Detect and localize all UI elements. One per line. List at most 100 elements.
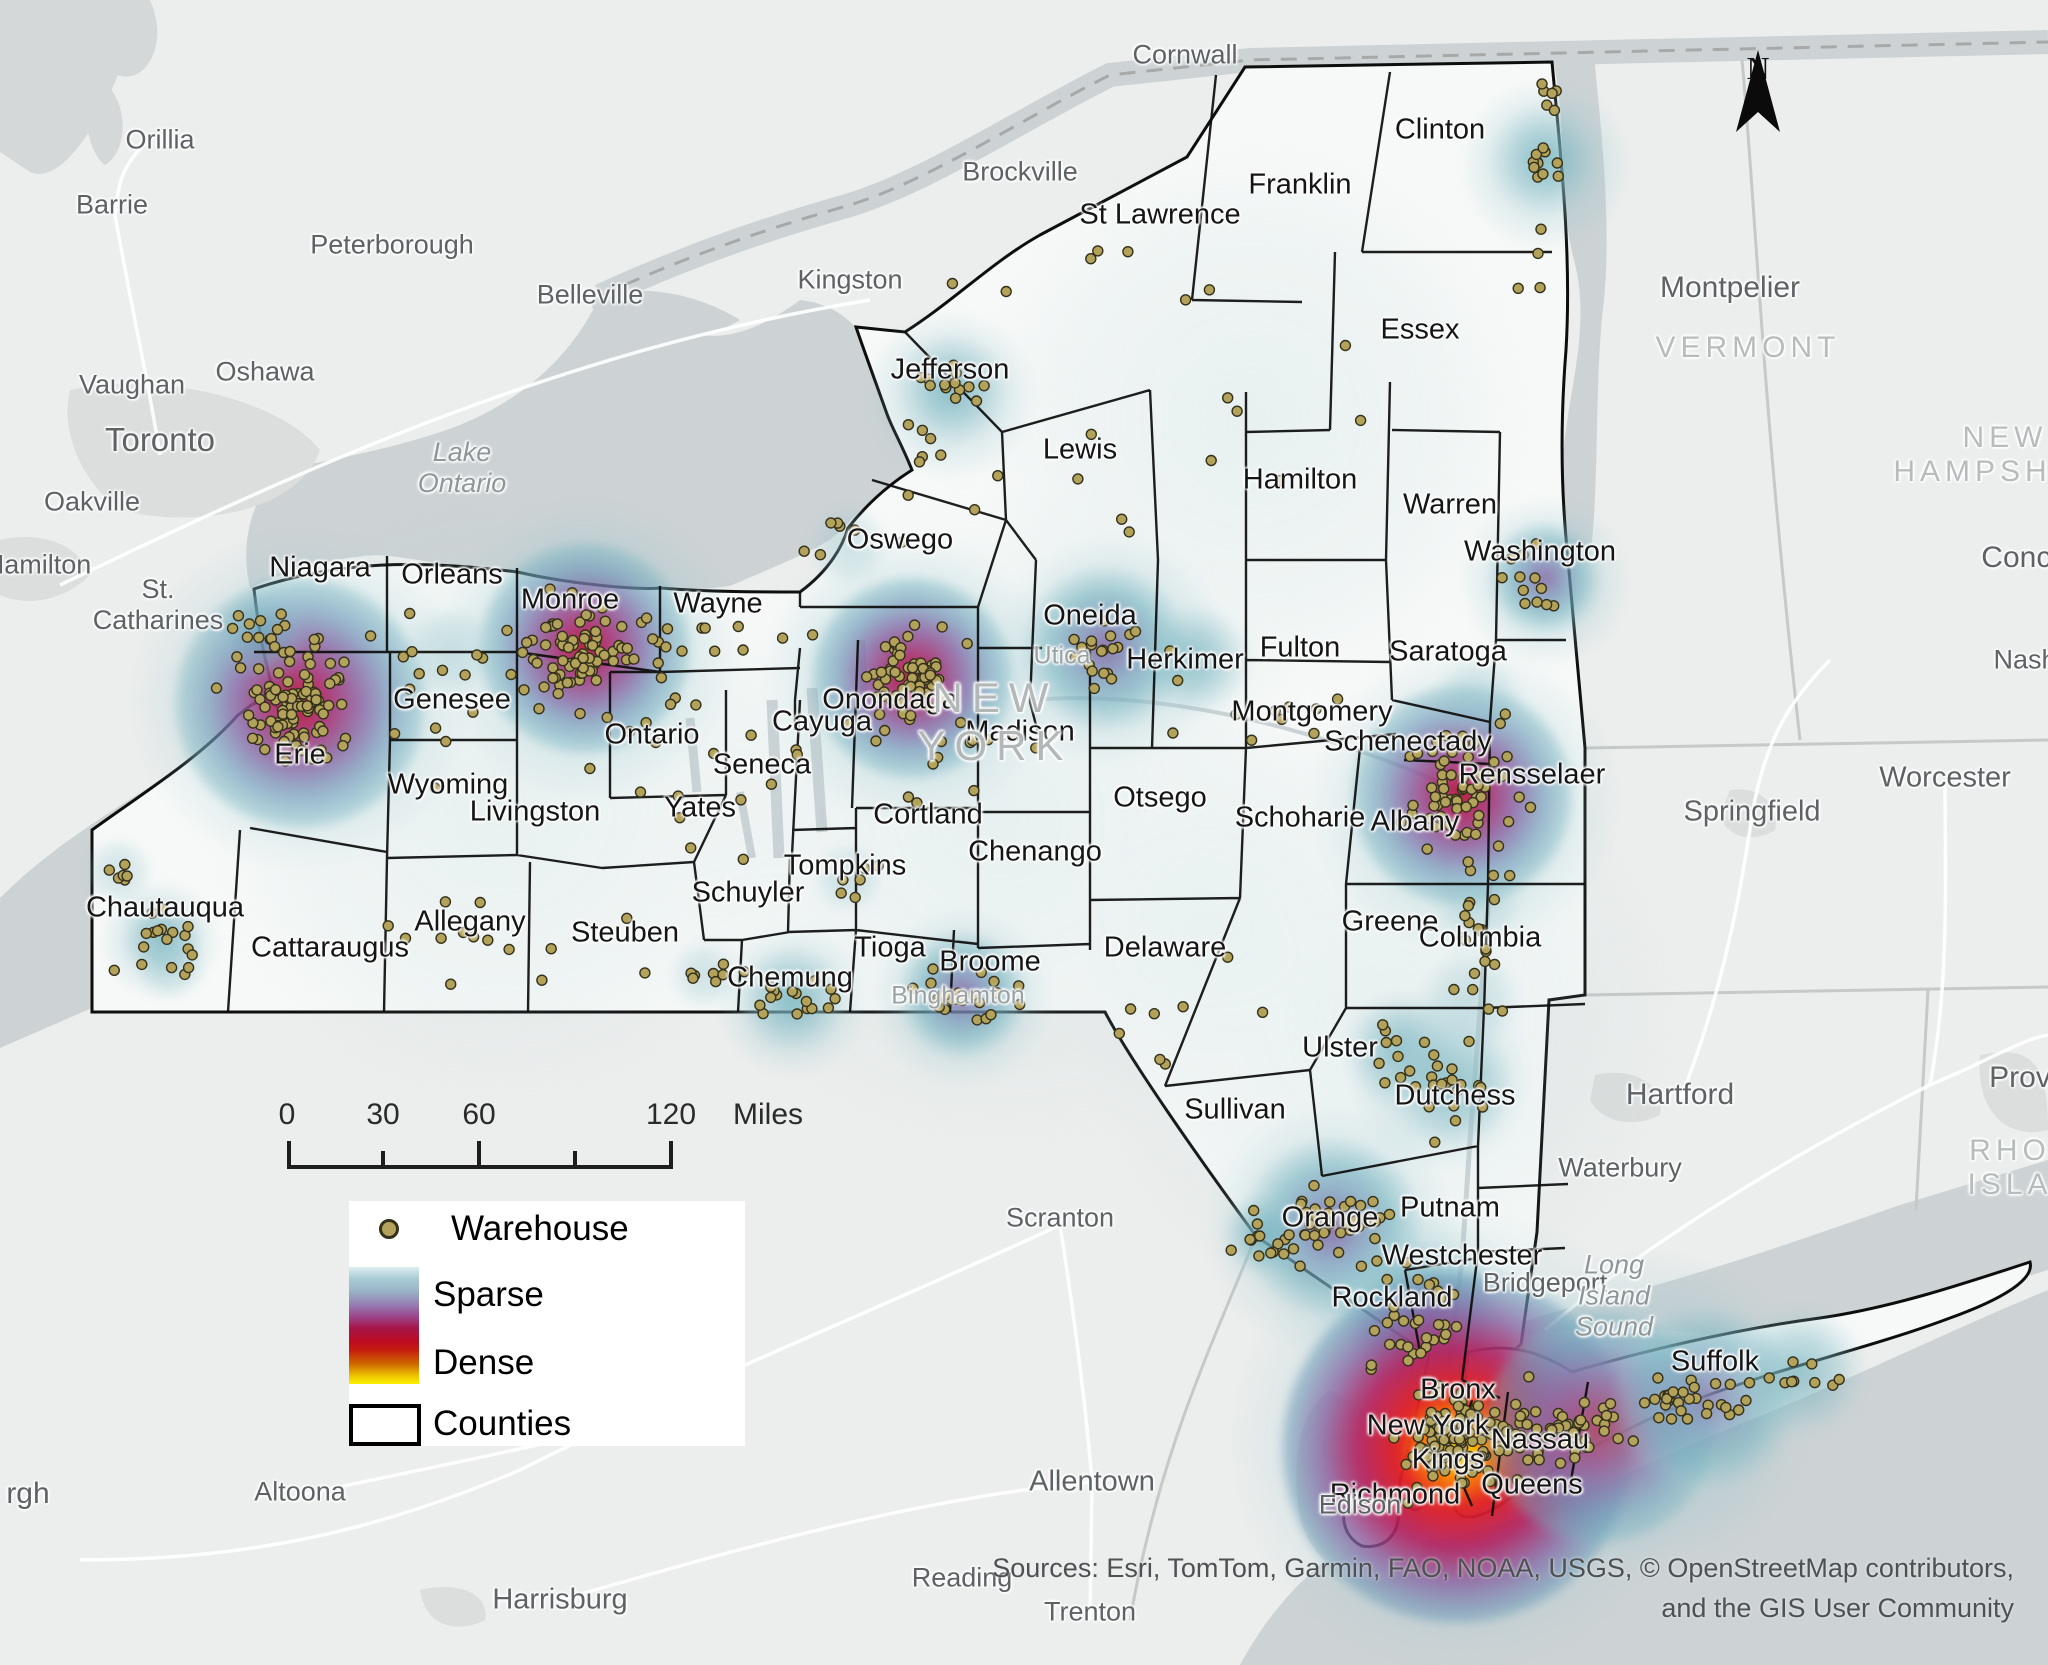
warehouse-dot — [1638, 1397, 1651, 1409]
county-lines — [226, 71, 1590, 1517]
warehouse-dot — [1468, 967, 1481, 980]
warehouse-dot — [324, 657, 337, 670]
attribution-line1: Sources: Esri, TomTom, Garmin, FAO, NOAA… — [992, 1553, 2014, 1583]
warehouse-dot — [1437, 783, 1450, 795]
warehouse-dot — [1709, 1377, 1722, 1390]
warehouse-dot — [1276, 713, 1288, 725]
warehouse-dot — [814, 549, 827, 561]
city-label-st-catharines: St. Catharines — [92, 574, 224, 635]
warehouse-dot — [1179, 294, 1192, 306]
warehouse-dot — [1418, 1036, 1431, 1049]
warehouse-dot — [1548, 104, 1561, 117]
warehouse-dot — [902, 419, 915, 431]
warehouse-dot — [1533, 1454, 1545, 1466]
warehouse-dot — [457, 926, 470, 939]
warehouse-dot — [1334, 1226, 1347, 1239]
county-label-warren: Warren — [1403, 488, 1497, 521]
warehouse-dot — [1300, 1206, 1313, 1219]
warehouse-dot — [1383, 1208, 1396, 1221]
warehouse-dot — [1535, 582, 1548, 595]
north-arrow: N — [1735, 50, 1781, 132]
warehouse-dot — [1098, 667, 1110, 679]
warehouse-dot — [569, 657, 582, 669]
warehouse-dot — [1473, 809, 1485, 822]
warehouse-dot — [1472, 779, 1484, 791]
warehouse-dot — [1411, 747, 1424, 760]
warehouse-dot — [259, 743, 271, 756]
warehouse-dot — [1446, 1063, 1458, 1075]
warehouse-dot — [1445, 769, 1457, 781]
warehouse-dot — [968, 504, 981, 516]
warehouse-dot — [459, 669, 471, 681]
warehouse-dot — [640, 612, 653, 624]
warehouse-dot — [308, 633, 320, 646]
warehouse-dot — [935, 690, 948, 703]
warehouse-dot — [1537, 142, 1549, 154]
warehouse-dot — [1535, 223, 1547, 235]
city-label-edison: Edison — [1318, 1489, 1402, 1520]
georgian-bay-water — [0, 0, 158, 174]
warehouse-dot — [1536, 78, 1548, 90]
city-label-brockville: Brockville — [962, 156, 1078, 187]
north-arrow-icon — [1736, 50, 1780, 132]
warehouse-dot — [1456, 1477, 1468, 1489]
warehouse-dot — [1488, 958, 1501, 971]
warehouse-dot — [336, 698, 348, 710]
warehouse-dot — [1253, 1250, 1265, 1262]
city-label-trenton: Trenton — [1043, 1596, 1137, 1627]
warehouse-dot — [1030, 742, 1042, 754]
warehouse-dot — [1513, 791, 1525, 803]
warehouse-dot — [1505, 553, 1517, 565]
heat-blob-high — [1490, 523, 1600, 633]
warehouse-dot — [1443, 819, 1456, 831]
warehouse-dot — [634, 786, 647, 798]
warehouse-dot — [1653, 1411, 1665, 1424]
warehouse-dot — [910, 697, 922, 709]
warehouse-dot — [1503, 869, 1516, 882]
warehouse-dot — [1388, 1432, 1400, 1444]
warehouse-dot — [927, 963, 939, 975]
warehouse-dot — [1472, 923, 1485, 935]
warehouse-dot — [1460, 801, 1472, 813]
city-label-allentown: Allentown — [1029, 1465, 1155, 1498]
warehouse-dot — [436, 664, 449, 676]
warehouse-dot — [1400, 1256, 1413, 1269]
warehouse-dot — [165, 961, 178, 974]
county-label-schuyler: Schuyler — [691, 876, 805, 909]
warehouse-dot — [1551, 157, 1564, 169]
county-label-tioga: Tioga — [854, 931, 926, 964]
warehouse-dot — [1369, 1232, 1381, 1245]
city-label-oakville: Oakville — [43, 486, 141, 517]
warehouse-dot — [1402, 1354, 1414, 1367]
warehouse-dot — [907, 982, 919, 994]
warehouse-dot — [927, 758, 939, 770]
warehouse-dot — [1430, 735, 1443, 748]
warehouse-dot — [1787, 1356, 1799, 1368]
warehouse-dot — [765, 981, 777, 993]
warehouse-dot — [300, 685, 312, 698]
warehouse-dot — [621, 642, 633, 654]
warehouse-dot — [879, 641, 892, 653]
warehouse-dot — [544, 583, 556, 595]
warehouse-dot — [161, 933, 173, 945]
warehouse-dot — [1000, 285, 1012, 298]
warehouse-dot — [1115, 513, 1128, 525]
warehouse-dot — [1523, 1371, 1535, 1383]
warehouse-dot — [536, 974, 548, 986]
scale-tick-label-0: 0 — [278, 1098, 296, 1131]
warehouse-dot — [243, 618, 256, 630]
county-label-westchester: Westchester — [1381, 1239, 1543, 1272]
warehouse-dot — [404, 607, 416, 620]
county-label-ulster: Ulster — [1302, 1031, 1378, 1064]
warehouse-dot — [1247, 1204, 1260, 1217]
warehouse-dot — [538, 681, 550, 693]
warehouse-dot — [1380, 1036, 1393, 1049]
warehouse-dot — [1476, 1101, 1489, 1113]
warehouse-dot — [429, 782, 441, 794]
warehouse-dot — [647, 633, 659, 645]
warehouse-dot — [586, 639, 599, 652]
county-label-st-lawrence: St Lawrence — [1079, 198, 1241, 231]
warehouse-dot — [985, 1009, 997, 1021]
warehouse-dot — [1388, 1301, 1400, 1313]
